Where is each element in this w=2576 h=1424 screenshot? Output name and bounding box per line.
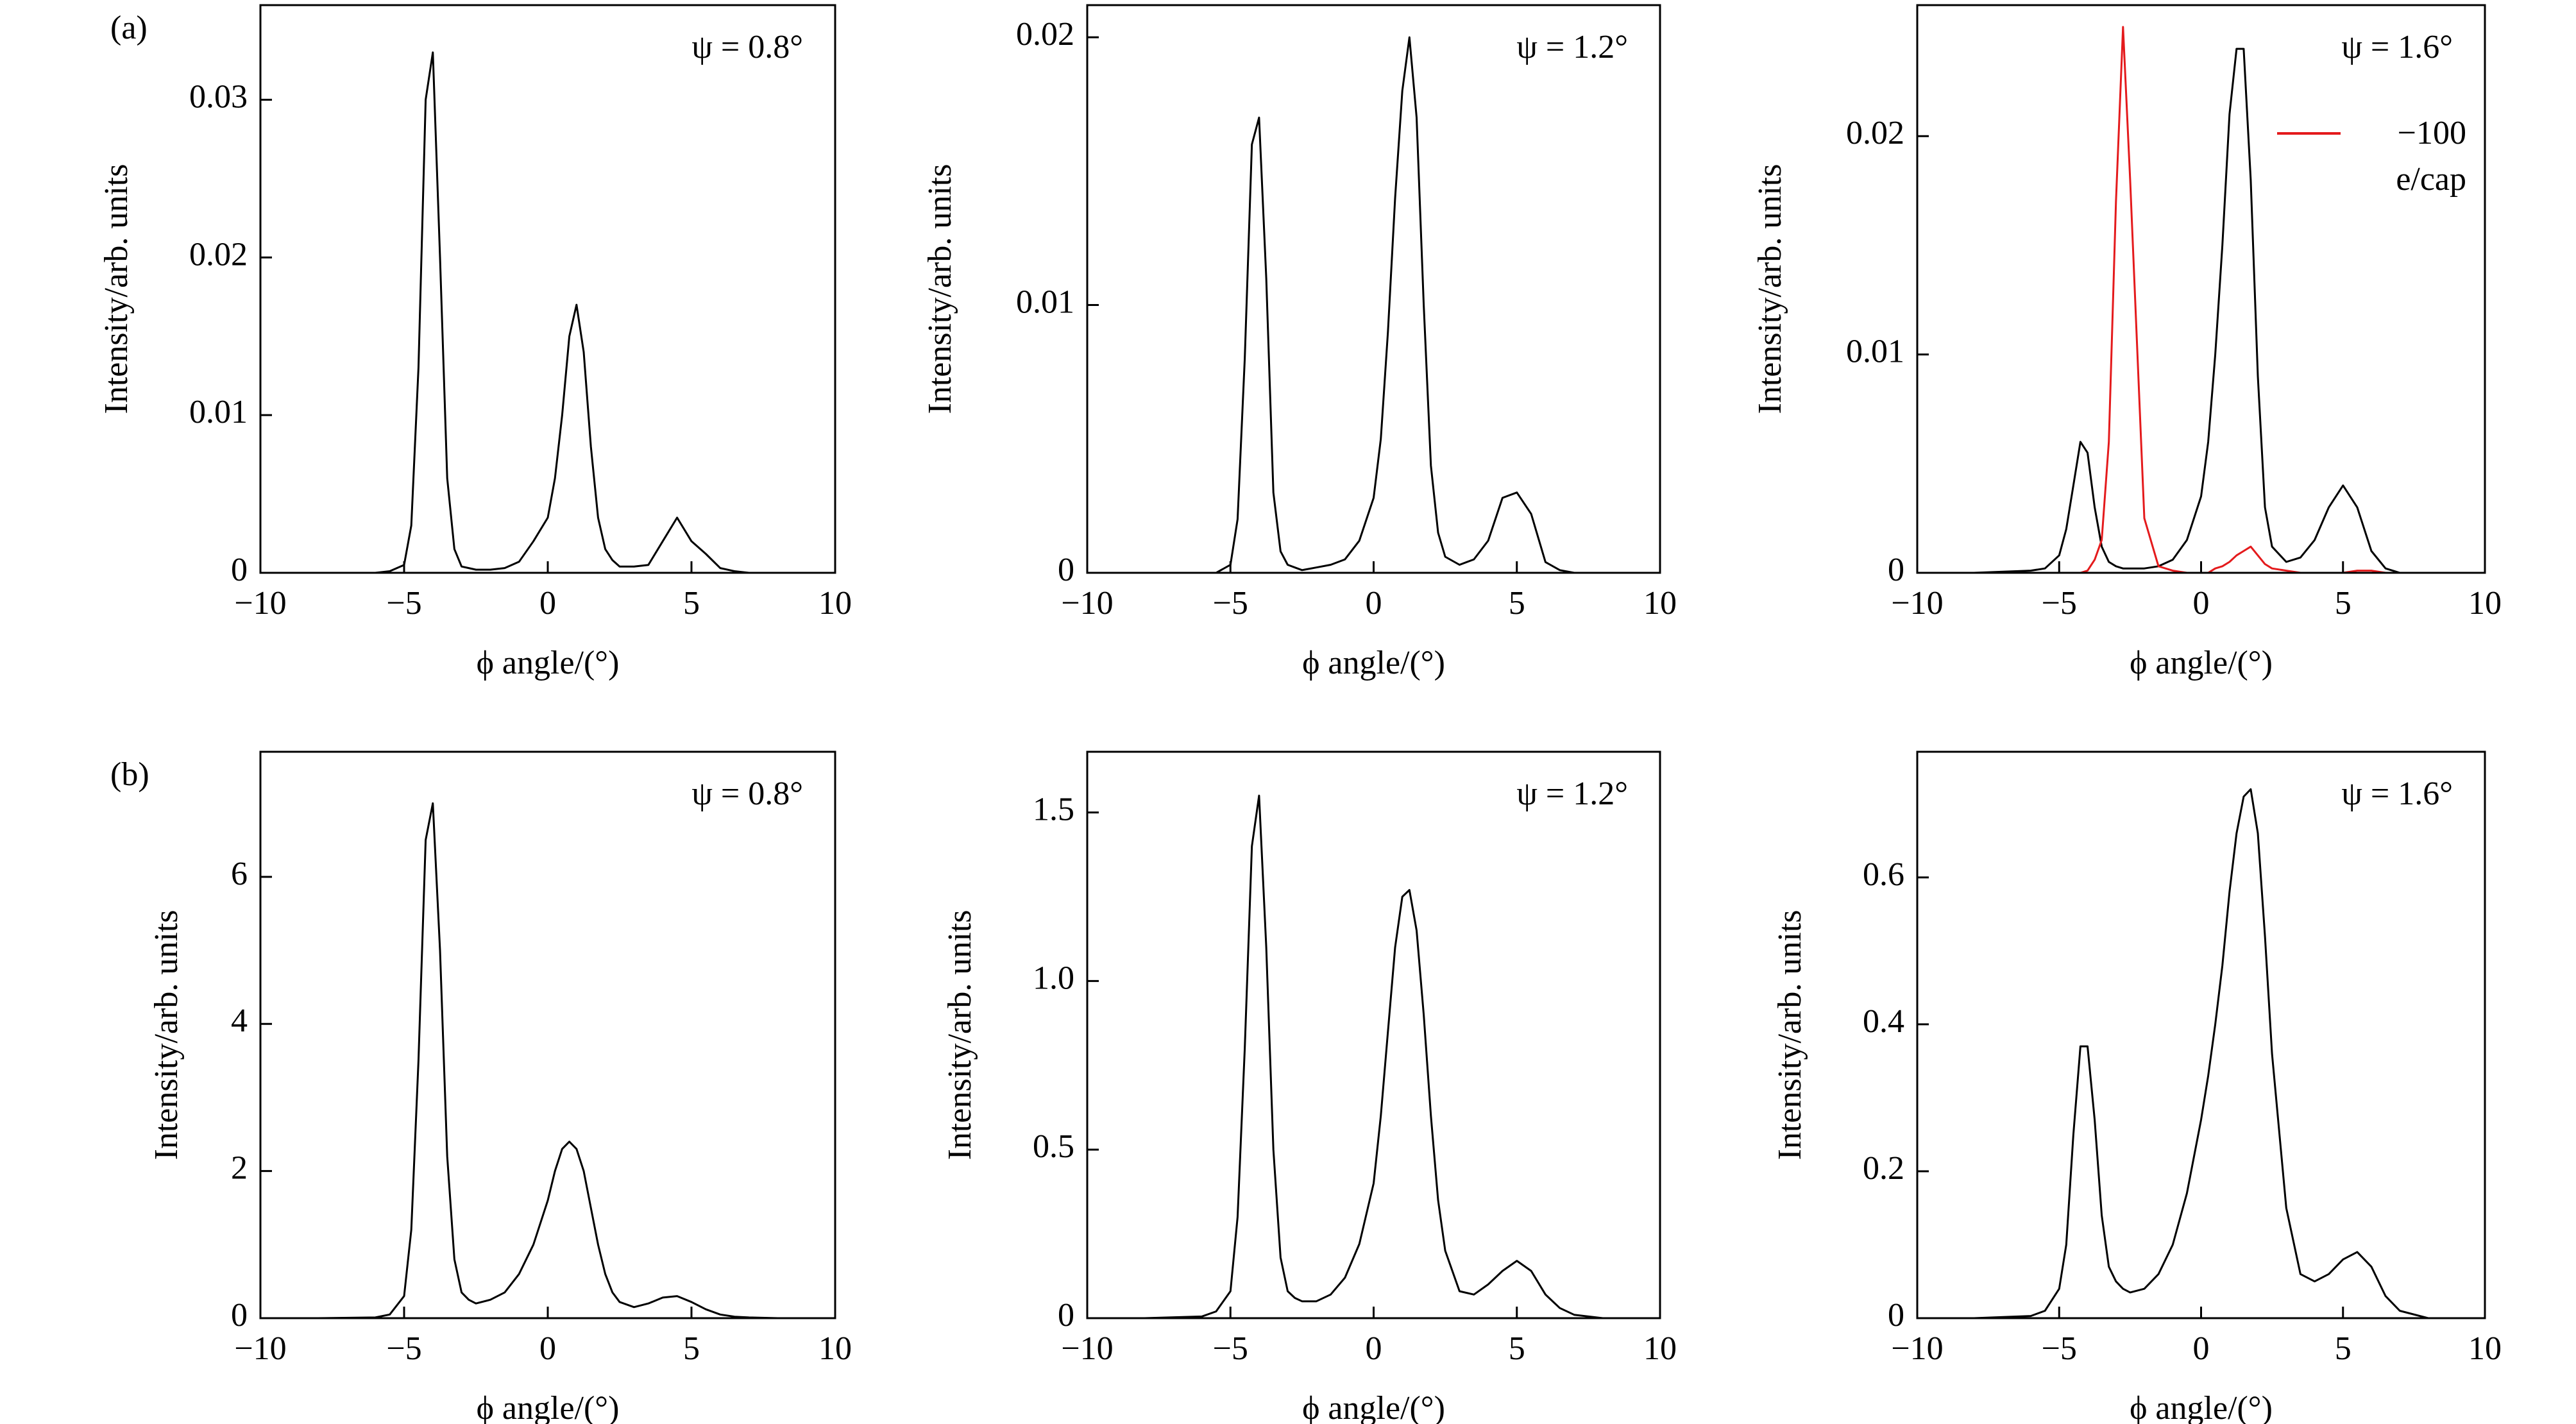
plot-area	[1087, 794, 1660, 1318]
subplot: −10 −5 0 5 10 0 0.01 0.02 0.03 ϕ angle/(°) Intensi…	[98, 4, 852, 681]
x-axis-label: ϕ angle/(°)	[1302, 1390, 1445, 1424]
x-tick-label: 5	[1509, 1330, 1525, 1367]
x-tick-label: −10	[1061, 1330, 1113, 1367]
y-tick-label: 6	[231, 856, 248, 892]
annotation: ψ = 1.2°	[1516, 776, 1628, 812]
x-tick-label: −5	[1213, 1330, 1248, 1367]
annotation: ψ = 1.6°	[2341, 29, 2453, 65]
y-tick-label: 1.0	[1033, 960, 1074, 996]
data-line	[1917, 47, 2485, 573]
panel-label: (a)	[110, 10, 148, 46]
x-tick-label: 10	[1643, 585, 1677, 622]
axes-frame	[259, 750, 836, 1319]
x-axis-label: ϕ angle/(°)	[477, 645, 620, 681]
y-axis-label: Intensity/arb. units	[148, 910, 185, 1160]
y-tick-label: 0.01	[189, 394, 248, 430]
x-tick-label: −5	[1213, 585, 1248, 622]
data-line	[1917, 788, 2485, 1318]
y-tick-label: 0.4	[1863, 1003, 1904, 1040]
x-tick-label: 0	[1366, 585, 1382, 622]
plot-area	[1917, 788, 2485, 1318]
subplot: −10 −5 0 5 10 0 2 4 6 ϕ angle/(°) Intensity/arb. u…	[110, 750, 852, 1424]
x-tick-label: −5	[2042, 1330, 2077, 1367]
subplot: −10 −5 0 5 10 0 0.01 0.02 ϕ angle/(°) Intensity/a…	[1752, 4, 2502, 681]
x-tick-label: 0	[539, 1330, 556, 1367]
y-tick-label: 0.01	[1016, 284, 1074, 320]
x-tick-label: 5	[683, 585, 700, 622]
panel-label: (b)	[110, 756, 149, 793]
x-tick-label: −5	[386, 1330, 421, 1367]
x-tick-label: −10	[1891, 585, 1943, 622]
x-tick-label: 10	[818, 585, 852, 622]
y-tick-label: 0	[1058, 552, 1074, 588]
x-tick-label: −10	[1891, 1330, 1943, 1367]
y-axis-label: Intensity/arb. units	[98, 164, 135, 414]
subplot: −10 −5 0 5 10 0 0.2 0.4 0.6 ϕ angle/(°) Intensity/…	[1772, 750, 2502, 1424]
x-axis-label: ϕ angle/(°)	[2130, 1390, 2273, 1424]
x-tick-label: 0	[539, 585, 556, 622]
legend-entry: −100 e/cap	[2396, 115, 2466, 198]
axes-frame	[1916, 4, 2486, 574]
y-tick-label: 0	[1888, 552, 1904, 588]
x-tick-label: −10	[234, 585, 286, 622]
x-axis-label: ϕ angle/(°)	[477, 1390, 620, 1424]
subplot: −10 −5 0 5 10 0 0.5 1.0 1.5 ϕ angle/(°) Intensity/…	[942, 750, 1677, 1424]
y-tick-label: 0.02	[1846, 115, 1904, 151]
annotation: ψ = 1.2°	[1516, 29, 1628, 65]
y-tick-label: 0.5	[1033, 1128, 1074, 1165]
y-tick-label: 0.03	[189, 78, 248, 115]
legend-label: −100 e/cap	[2396, 115, 2466, 198]
x-tick-label: 5	[2335, 585, 2351, 622]
y-tick-label: 4	[231, 1003, 248, 1039]
x-tick-label: 5	[683, 1330, 700, 1367]
y-axis-label: Intensity/arb. units	[922, 164, 958, 414]
annotation: ψ = 0.8°	[691, 29, 803, 65]
plot-area	[260, 51, 835, 573]
data-line	[1087, 794, 1660, 1318]
y-tick-label: 0	[231, 552, 248, 588]
y-axis-label: Intensity/arb. units	[1772, 910, 1808, 1160]
y-tick-label: 0.02	[189, 236, 248, 273]
axes-frame	[1086, 4, 1661, 574]
y-tick-label: 0.6	[1863, 856, 1904, 893]
x-tick-label: 0	[1366, 1330, 1382, 1367]
y-tick-label: 0.01	[1846, 334, 1904, 370]
plot-area	[260, 802, 835, 1318]
axes-frame	[259, 4, 836, 574]
data-line	[260, 802, 835, 1318]
x-tick-label: −10	[1061, 585, 1113, 622]
x-tick-label: −10	[234, 1330, 286, 1367]
x-tick-label: 5	[1509, 585, 1525, 622]
x-tick-label: 10	[2468, 1330, 2502, 1367]
y-tick-label: 0.02	[1016, 16, 1074, 53]
y-tick-label: 0	[1888, 1297, 1904, 1334]
x-tick-label: 5	[2335, 1330, 2351, 1367]
x-tick-label: −5	[2042, 585, 2077, 622]
y-tick-label: 0	[231, 1297, 248, 1334]
data-line	[260, 51, 835, 573]
x-tick-label: 0	[2193, 585, 2210, 622]
y-axis-label: Intensity/arb. units	[1752, 164, 1788, 414]
plot-area	[1087, 36, 1660, 573]
annotation: ψ = 0.8°	[691, 776, 803, 812]
annotation: ψ = 1.6°	[2341, 776, 2453, 812]
y-tick-label: 0	[1058, 1297, 1074, 1334]
x-tick-label: −5	[386, 585, 421, 622]
plot-area	[1917, 26, 2485, 573]
axes-frame	[1086, 750, 1661, 1319]
x-tick-label: 10	[2468, 585, 2502, 622]
x-tick-label: 0	[2193, 1330, 2210, 1367]
subplot: −10 −5 0 5 10 0 0.01 0.02 ϕ angle/(°) Intensity/a…	[922, 4, 1677, 681]
data-line	[1087, 36, 1660, 573]
axes-frame	[1916, 750, 2486, 1319]
y-tick-label: 0.2	[1863, 1150, 1904, 1187]
x-axis-label: ϕ angle/(°)	[1302, 645, 1445, 681]
y-axis-label: Intensity/arb. units	[942, 910, 978, 1160]
x-tick-label: 10	[1643, 1330, 1677, 1367]
x-tick-label: 10	[818, 1330, 852, 1367]
x-axis-label: ϕ angle/(°)	[2130, 645, 2273, 681]
y-tick-label: 2	[231, 1150, 248, 1187]
y-tick-label: 1.5	[1033, 792, 1074, 828]
